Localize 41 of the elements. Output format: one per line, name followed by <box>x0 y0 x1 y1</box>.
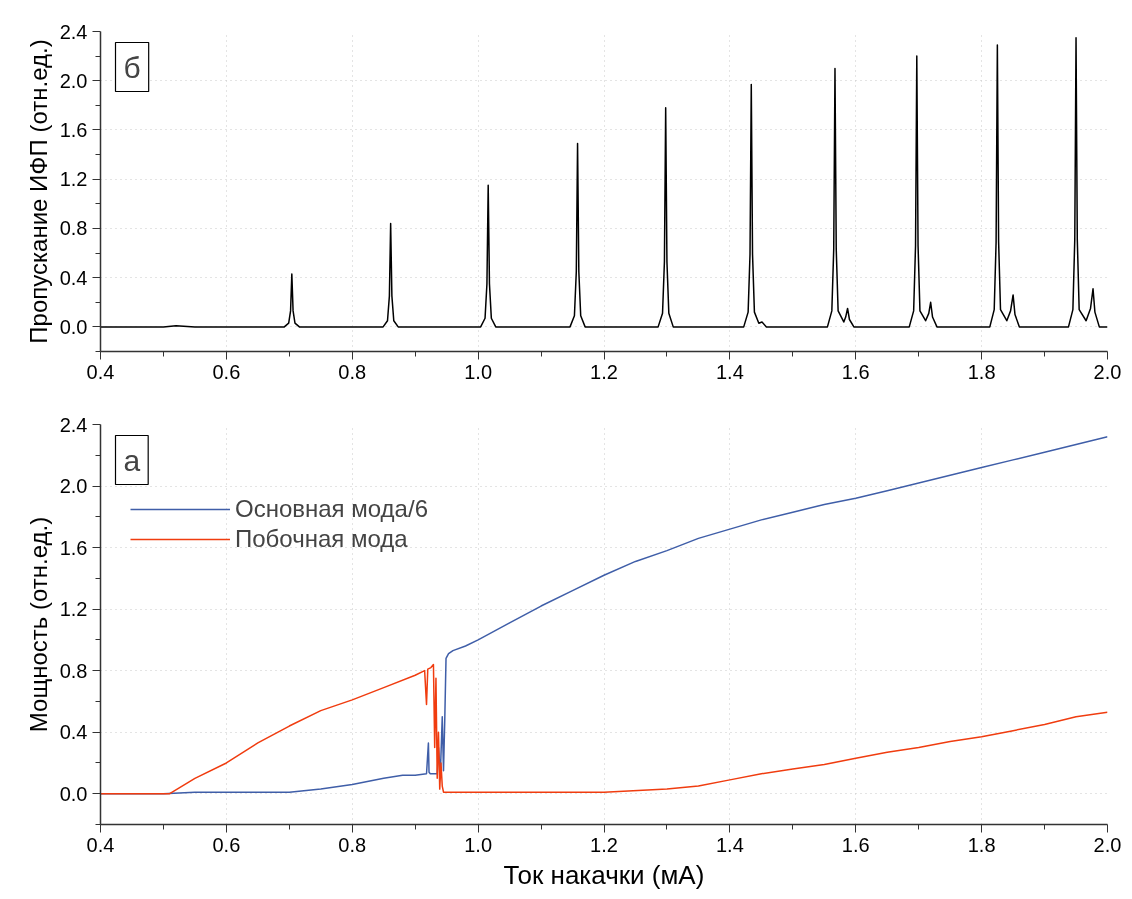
annotation: б <box>123 50 141 84</box>
x-tick-label: 1.6 <box>841 833 870 856</box>
y-tick-label: 1.2 <box>59 598 88 621</box>
x-axis-title: Ток накачки (мА) <box>503 859 705 890</box>
x-tick-label: 1.2 <box>590 833 618 856</box>
x-tick-label: 0.6 <box>212 360 241 383</box>
x-tick-label: 1.0 <box>464 833 493 856</box>
x-tick-label: 0.8 <box>338 360 367 383</box>
y-tick-label: 1.6 <box>59 536 88 559</box>
y-tick-label: 0.0 <box>59 315 88 338</box>
annotation: а <box>123 443 141 477</box>
x-tick-label: 1.6 <box>841 360 870 383</box>
y-tick-label: 0.0 <box>59 782 88 805</box>
x-tick-label: 1.4 <box>715 360 744 383</box>
legend-label: Основная мода/6 <box>235 495 428 523</box>
y-tick-label: 2.0 <box>59 69 88 92</box>
y-tick-label: 1.6 <box>59 118 88 141</box>
y-tick-label: 0.8 <box>59 217 88 240</box>
x-tick-label: 0.6 <box>212 833 241 856</box>
x-tick-label: 1.8 <box>967 833 996 856</box>
x-tick-label: 2.0 <box>1093 360 1122 383</box>
x-tick-label: 0.8 <box>338 833 367 856</box>
y-tick-label: 0.4 <box>59 266 88 289</box>
y-axis-title: Пропускание ИФП (отн.ед.) <box>24 39 52 344</box>
x-tick-label: 1.2 <box>590 360 618 383</box>
x-tick-label: 1.4 <box>715 833 744 856</box>
y-tick-label: 2.4 <box>59 413 88 436</box>
x-tick-label: 0.4 <box>86 360 115 383</box>
y-tick-label: 0.4 <box>59 721 88 744</box>
y-tick-label: 2.0 <box>59 475 88 498</box>
x-tick-label: 1.0 <box>464 360 493 383</box>
y-axis-title: Мощность (отн.ед.) <box>24 516 52 733</box>
y-tick-label: 1.2 <box>59 168 88 191</box>
legend-label: Побочная мода <box>235 525 408 553</box>
x-tick-label: 2.0 <box>1093 833 1122 856</box>
line-series <box>100 36 1108 328</box>
x-tick-label: 1.8 <box>967 360 996 383</box>
x-tick-label: 0.4 <box>86 833 115 856</box>
line-series <box>100 663 1108 795</box>
y-tick-label: 2.4 <box>59 20 88 43</box>
y-tick-label: 0.8 <box>59 659 88 682</box>
